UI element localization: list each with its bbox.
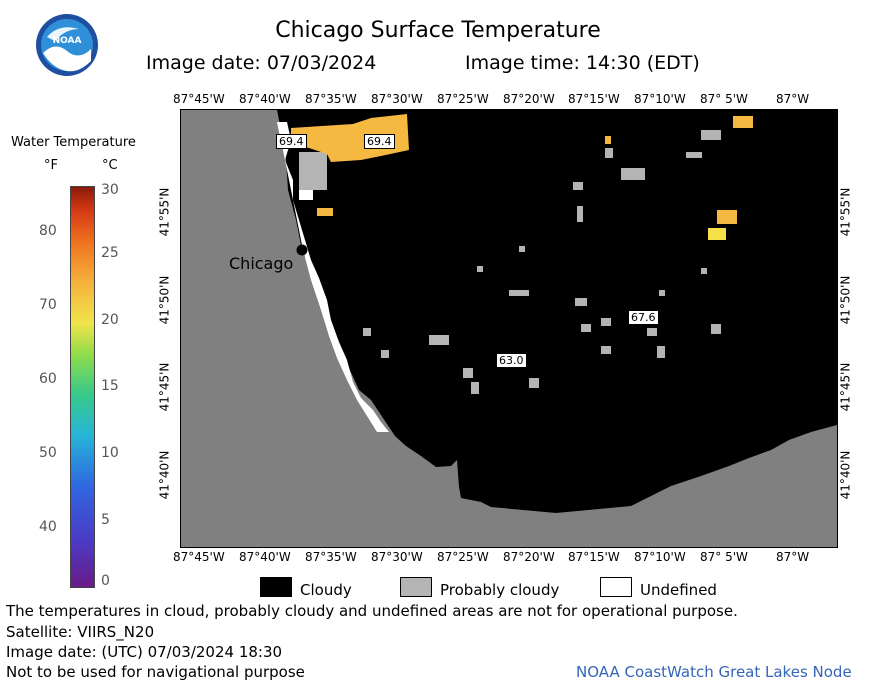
map-title: Chicago Surface Temperature — [275, 18, 601, 43]
map-svg — [181, 110, 837, 547]
warm-patch-east — [717, 210, 737, 224]
lon-label-top: 87°45'W — [173, 92, 225, 106]
disclaimer-text: The temperatures in cloud, probably clou… — [6, 602, 738, 620]
map-panel — [180, 109, 838, 548]
city-label: Chicago — [229, 254, 294, 273]
lat-label-left: 41°40'N — [157, 450, 172, 500]
temperature-label: 69.4 — [276, 134, 307, 149]
lat-label-left: 41°45'N — [157, 362, 172, 412]
lat-label-left: 41°55'N — [157, 187, 172, 237]
utc-date-text: Image date: (UTC) 07/03/2024 18:30 — [6, 643, 283, 661]
credit-text: NOAA CoastWatch Great Lakes Node — [576, 663, 852, 681]
lon-label-bottom: 87°40'W — [239, 550, 291, 564]
legend-swatch-undefined — [600, 577, 632, 597]
lon-label-top: 87° 5'W — [700, 92, 748, 106]
lon-label-top: 87°W — [776, 92, 810, 106]
lon-label-top: 87°40'W — [239, 92, 291, 106]
warm-water-patch — [291, 114, 409, 162]
chicago-marker — [296, 244, 308, 256]
lat-label-right: 41°40'N — [838, 450, 853, 500]
lon-label-top: 87°25'W — [437, 92, 489, 106]
nav-warning-text: Not to be used for navigational purpose — [6, 663, 305, 681]
colorbar-c-tick: 20 — [101, 312, 119, 328]
colorbar-c-tick: 25 — [101, 245, 119, 261]
colorbar-c-tick: 30 — [101, 182, 119, 198]
warm-patch-ne — [733, 116, 753, 128]
image-time: Image time: 14:30 (EDT) — [465, 52, 700, 74]
colorbar-title: Water Temperature — [11, 135, 136, 150]
lat-label-right: 41°55'N — [838, 187, 853, 237]
noaa-logo: NOAA — [35, 13, 99, 77]
lon-label-bottom: 87°35'W — [305, 550, 357, 564]
lon-label-bottom: 87°25'W — [437, 550, 489, 564]
warm-water-patch-small — [317, 208, 333, 216]
colorbar-c-tick: 5 — [101, 512, 110, 528]
lon-label-top: 87°15'W — [568, 92, 620, 106]
lat-label-left: 41°50'N — [157, 275, 172, 325]
lon-label-bottom: 87°10'W — [634, 550, 686, 564]
colorbar-f-tick: 40 — [39, 519, 57, 535]
colorbar-unit-c: °C — [102, 158, 118, 173]
colorbar-c-tick: 15 — [101, 378, 119, 394]
image-date: Image date: 07/03/2024 — [146, 52, 377, 74]
lon-label-bottom: 87°W — [776, 550, 810, 564]
lon-label-bottom: 87° 5'W — [700, 550, 748, 564]
lon-label-top: 87°20'W — [503, 92, 555, 106]
lon-label-top: 87°30'W — [371, 92, 423, 106]
undefined-patch — [299, 190, 313, 200]
lon-label-bottom: 87°15'W — [568, 550, 620, 564]
probably-cloudy-specks — [363, 130, 721, 394]
colorbar-unit-f: °F — [44, 158, 58, 173]
yellow-patch — [708, 228, 726, 240]
legend-swatch-probably-cloudy — [400, 577, 432, 597]
lake-cloudy-area — [277, 110, 837, 513]
svg-text:NOAA: NOAA — [53, 36, 82, 46]
lon-label-bottom: 87°45'W — [173, 550, 225, 564]
temperature-label: 67.6 — [628, 310, 659, 325]
colorbar-f-tick: 70 — [39, 297, 57, 313]
colorbar-f-tick: 80 — [39, 223, 57, 239]
satellite-text: Satellite: VIIRS_N20 — [6, 623, 155, 641]
colorbar-c-tick: 0 — [101, 573, 110, 589]
lon-label-bottom: 87°20'W — [503, 550, 555, 564]
lon-label-bottom: 87°30'W — [371, 550, 423, 564]
lat-label-right: 41°50'N — [838, 275, 853, 325]
colorbar-f-tick: 60 — [39, 371, 57, 387]
legend-swatch-cloudy — [260, 577, 292, 597]
probably-cloudy-patch — [299, 152, 327, 190]
legend-label-probably-cloudy: Probably cloudy — [440, 581, 560, 599]
colorbar-c-tick: 10 — [101, 445, 119, 461]
legend-label-undefined: Undefined — [640, 581, 717, 599]
lat-label-right: 41°45'N — [838, 362, 853, 412]
lon-label-top: 87°10'W — [634, 92, 686, 106]
lon-label-top: 87°35'W — [305, 92, 357, 106]
temperature-label: 63.0 — [496, 353, 527, 368]
warm-patch-small-e — [605, 136, 611, 144]
legend-label-cloudy: Cloudy — [300, 581, 352, 599]
colorbar — [70, 186, 95, 588]
colorbar-f-tick: 50 — [39, 445, 57, 461]
temperature-label: 69.4 — [364, 134, 395, 149]
